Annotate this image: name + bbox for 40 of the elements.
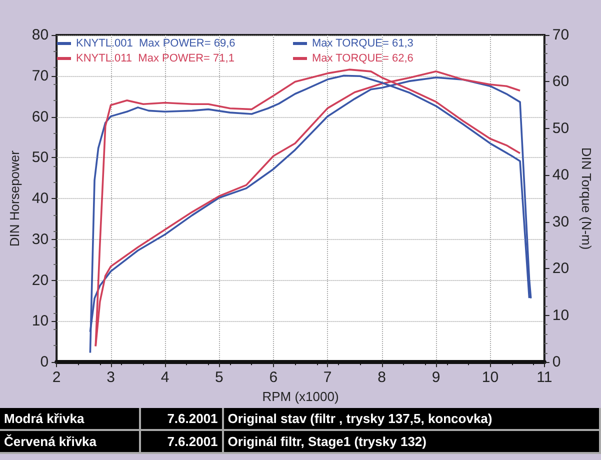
text: Original stav (filtr , trysky 137,5, koncovka) bbox=[222, 408, 600, 430]
y-tick-label: 50 bbox=[32, 149, 49, 166]
y2-tick-label: 60 bbox=[552, 73, 570, 90]
y2-tick-label: 10 bbox=[552, 306, 570, 324]
y2-tick-label: 40 bbox=[552, 166, 570, 184]
y-tick-label: 10 bbox=[32, 312, 49, 330]
legend-label: KNYTL.001 Max POWER= 69,6 bbox=[76, 38, 236, 50]
y-tick-label: 0 bbox=[40, 354, 49, 371]
y2-tick-label: 70 bbox=[552, 26, 570, 44]
y-tick-label: 30 bbox=[32, 230, 49, 248]
x-tick-label: 10 bbox=[482, 369, 499, 386]
y2-tick-label: 0 bbox=[552, 354, 561, 371]
x-axis-title: RPM (x1000) bbox=[262, 389, 339, 404]
x-tick-label: 6 bbox=[269, 369, 278, 386]
text: Originál filtr, Stage1 (trysky 132) bbox=[222, 430, 600, 453]
y-tick-label: 40 bbox=[32, 190, 49, 208]
y2-tick-label: 30 bbox=[552, 213, 570, 230]
x-tick-label: 2 bbox=[52, 369, 61, 386]
legend-label: Max TORQUE= 61,3 bbox=[312, 38, 414, 50]
x-tick-label: 3 bbox=[106, 369, 115, 386]
legend-label: KNYTL.011 Max POWER= 71,1 bbox=[76, 52, 234, 64]
text: 7.6.2001 bbox=[140, 430, 223, 453]
text: Modrá křivka bbox=[0, 408, 140, 430]
y-tick-label: 20 bbox=[32, 272, 49, 289]
text: Červená křivka bbox=[0, 430, 140, 453]
x-tick-label: 8 bbox=[378, 369, 386, 386]
y2-tick-label: 20 bbox=[552, 260, 570, 278]
y-tick-label: 70 bbox=[32, 67, 49, 84]
x-tick-label: 5 bbox=[215, 369, 224, 386]
x-tick-label: 4 bbox=[160, 369, 170, 386]
y2-axis-title: DIN Torque (N-m) bbox=[579, 147, 594, 250]
text: 7.6.2001 bbox=[140, 408, 223, 430]
y-axis-title: DIN Horsepower bbox=[7, 150, 22, 247]
x-tick-label: 11 bbox=[536, 369, 552, 386]
legend-label: Max TORQUE= 62,6 bbox=[312, 52, 414, 64]
y-tick-label: 80 bbox=[32, 26, 49, 44]
y-tick-label: 60 bbox=[32, 108, 49, 126]
y2-tick-label: 50 bbox=[552, 120, 570, 137]
x-tick-label: 9 bbox=[432, 369, 440, 386]
x-tick-label: 7 bbox=[323, 369, 332, 386]
